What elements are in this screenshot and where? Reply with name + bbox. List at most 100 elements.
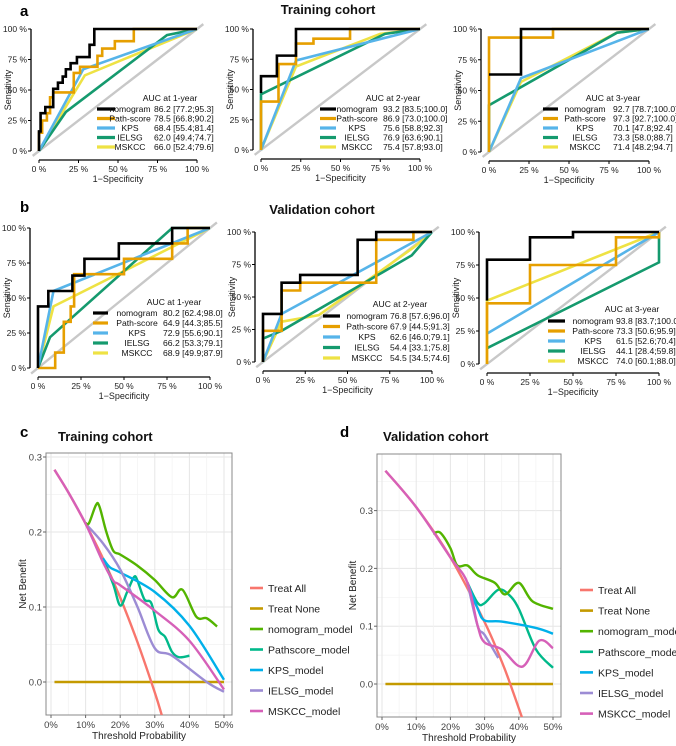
y-tick-label: 25 %	[230, 115, 250, 125]
dca-curve-ielsg-model	[84, 522, 225, 693]
legend-label: nomogram	[346, 311, 387, 321]
legend-label: Path-score	[564, 114, 606, 124]
x-tick-label: 50 %	[338, 375, 358, 385]
panel-label-b: b	[20, 199, 29, 216]
x-tick-label: 10%	[76, 720, 96, 731]
dca-curve-kps-model	[466, 582, 554, 635]
x-tick-label: 100 %	[637, 165, 662, 175]
dca-curve-kps-model	[101, 557, 226, 681]
legend-label: nomogram	[564, 104, 605, 114]
x-tick-label: 25 %	[291, 163, 311, 173]
x-tick-label: 25 %	[520, 377, 540, 387]
dca-curve-pathscore-model	[101, 557, 190, 659]
x-tick-label: 50 %	[563, 377, 583, 387]
y-tick-label: 0 %	[462, 147, 477, 157]
y-tick-label: 50 %	[7, 293, 27, 303]
roc-curve-kps	[486, 230, 660, 335]
x-tick-label: 25 %	[71, 381, 91, 391]
legend-auc: 68.4 [55.4;81.4]	[154, 123, 214, 133]
panel-title-b: Validation cohort	[269, 202, 375, 217]
y-tick-label: 50 %	[8, 85, 28, 95]
legend-label: KPS	[348, 123, 365, 133]
dca-curve-nomogram-model	[84, 501, 218, 628]
legend-label: Pathscore_model	[598, 647, 676, 659]
legend-auc: 72.9 [55.6;90.1]	[163, 328, 223, 338]
y-tick-label: 0.3	[360, 506, 373, 517]
x-tick-label: 75 %	[157, 381, 177, 391]
x-tick-label: 50%	[214, 720, 234, 731]
dca-chart-2: 0.0 0.1 0.2 0.3 0% 10% 20% 30% 40% 50% Net Benefit…	[348, 453, 676, 744]
legend-auc: 68.9 [49.9;87.9]	[163, 348, 223, 358]
y-tick-label: 75 %	[8, 55, 28, 65]
legend-label: nomogram	[109, 104, 150, 114]
x-tick-label: 50%	[543, 722, 563, 733]
legend-label: IELSG	[124, 338, 150, 348]
legend-auc: 64.9 [44.3;85.5]	[163, 318, 223, 328]
legend-label: IELSG_model	[598, 688, 663, 700]
legend-auc: 70.1 [47.8;92.4]	[613, 123, 673, 133]
y-axis-title: Net Benefit	[348, 561, 359, 611]
x-tick-label: 50 %	[114, 381, 134, 391]
legend-label: IELSG	[117, 133, 143, 143]
reference-diagonal	[31, 23, 205, 157]
x-tick-label: 100 %	[420, 375, 445, 385]
legend-auc: 62.6 [46.0;79.1]	[390, 332, 450, 342]
legend-title: AUC at 1-year	[147, 297, 202, 307]
x-tick-label: 50 %	[108, 164, 128, 174]
y-axis-title: Sensitivity	[453, 70, 463, 111]
roc-chart-6: 0 % 0 % 25 % 25 % 50 % 50 % 75 % 75 % 100 % 100 %…	[451, 225, 676, 397]
legend-label: IELSG	[580, 346, 606, 356]
legend-label: nomogram	[572, 316, 613, 326]
legend-auc: 92.7 [78.7;100.0]	[613, 104, 676, 114]
legend-label: MSKCC_model	[598, 709, 670, 721]
legend-label: nomogram	[116, 308, 157, 318]
reference-diagonal	[481, 23, 657, 158]
x-tick-label: 20%	[111, 720, 131, 731]
y-tick-label: 100 %	[3, 24, 28, 34]
y-tick-label: 50 %	[230, 85, 250, 95]
legend-auc: 67.9 [44.5;91.3]	[390, 322, 450, 332]
roc-chart-1: 0 % 0 % 25 % 25 % 50 % 50 % 75 % 75 % 100 % 100 %…	[3, 23, 214, 184]
y-tick-label: 75 %	[232, 260, 252, 270]
reference-diagonal	[30, 221, 218, 375]
y-tick-label: 100 %	[451, 227, 476, 237]
y-tick-label: 0 %	[11, 363, 26, 373]
y-tick-label: 0.2	[360, 564, 373, 575]
roc-curve-nomogram	[261, 230, 432, 362]
y-tick-label: 0.2	[29, 528, 42, 539]
x-tick-label: 0 %	[254, 163, 269, 173]
legend-auc: 86.9 [73.0;100.0]	[383, 114, 448, 124]
roc-curve-path-score	[485, 232, 661, 364]
dca-curve-nomogram-model	[432, 530, 554, 611]
legend-auc: 93.8 [83.7;100.0]	[616, 316, 676, 326]
x-tick-label: 25 %	[519, 165, 539, 175]
legend-auc: 97.3 [92.7;100.0]	[613, 114, 676, 124]
x-axis-title: 1−Specificity	[315, 173, 366, 183]
y-tick-label: 75 %	[230, 54, 250, 64]
legend-auc: 75.4 [57.8;93.0]	[383, 142, 443, 152]
y-tick-label: 25 %	[456, 326, 476, 336]
roc-curve-path-score	[38, 226, 210, 370]
panel-label-d: d	[340, 424, 349, 441]
x-axis-title: Threshold Probability	[422, 733, 516, 744]
y-tick-label: 0.1	[360, 622, 373, 633]
legend-auc: 93.2 [83.5;100.0]	[383, 104, 448, 114]
x-tick-label: 50 %	[559, 165, 579, 175]
y-tick-label: 75 %	[7, 258, 27, 268]
roc-curve-mskcc	[261, 231, 433, 363]
x-axis-title: 1−Specificity	[548, 387, 599, 397]
legend-title: AUC at 2-year	[373, 299, 428, 309]
y-tick-label: 0 %	[236, 357, 251, 367]
roc-curve-nomogram	[485, 230, 659, 301]
x-tick-label: 75 %	[599, 165, 619, 175]
legend-label: IELSG_model	[268, 686, 333, 698]
x-tick-label: 25 %	[296, 375, 316, 385]
y-tick-label: 100 %	[453, 24, 478, 34]
x-axis-title: 1−Specificity	[322, 385, 373, 395]
legend-label: nomogram	[336, 104, 377, 114]
legend-label: KPS_model	[598, 667, 653, 679]
x-tick-label: 75 %	[380, 375, 400, 385]
legend-label: Path-score	[572, 326, 614, 336]
roc-curve-ielsg	[486, 232, 661, 350]
